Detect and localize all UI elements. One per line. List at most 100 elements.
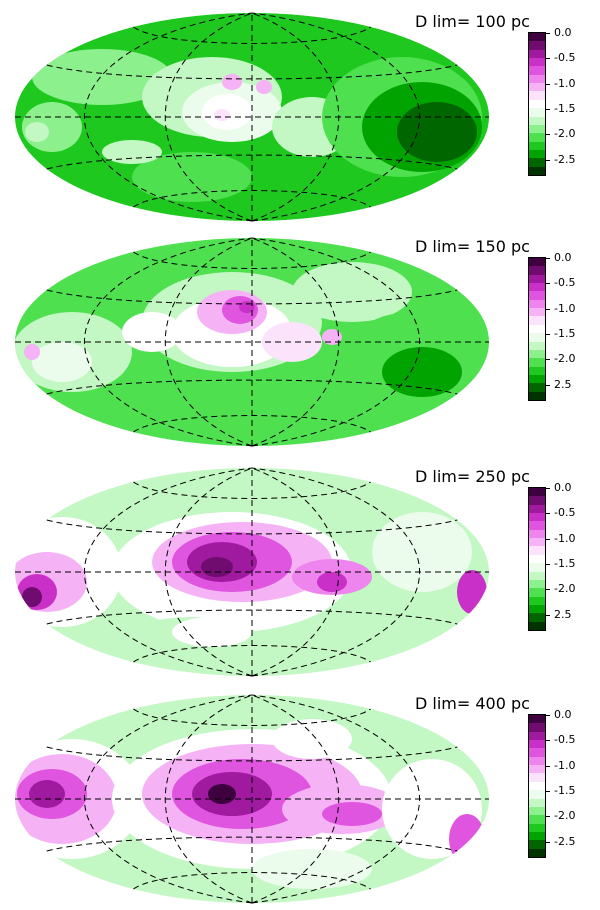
- colorbar-swatch: [529, 33, 545, 42]
- colorbar-swatch: [529, 99, 545, 109]
- colorbar-swatch: [529, 579, 545, 589]
- colorbar-tick-mark: [546, 816, 550, 818]
- longitude-line: [83, 467, 253, 677]
- extinction-region: [29, 780, 65, 808]
- coordinate-grid: [15, 12, 489, 222]
- colorbar-swatch: [529, 299, 545, 309]
- colorbar-swatch: [529, 613, 545, 623]
- colorbar-tick-label: -2.0: [554, 582, 576, 596]
- colorbar-swatch: [529, 521, 545, 531]
- colorbar-swatch: [529, 108, 545, 118]
- colorbar-tick-label: 0.0: [554, 251, 572, 264]
- colorbar-swatch: [529, 124, 545, 134]
- colorbar-swatch: [529, 391, 545, 400]
- colorbar-swatch: [529, 529, 545, 539]
- colorbar-tick-label: -0.5: [554, 276, 576, 290]
- colorbar-tick-label: -0.5: [554, 733, 576, 747]
- coordinate-grid: [15, 237, 489, 447]
- colorbar-tick-mark: [546, 58, 550, 60]
- colorbar-tick-label: -1.5: [554, 557, 576, 571]
- sky-map-panel: D lim= 100 pc 0.0 -0.5 -1.0 -1.5 -2.0 -2.5: [0, 0, 600, 227]
- panel-title: D lim= 150 pc: [415, 237, 530, 256]
- longitude-line: [164, 237, 253, 447]
- colorbar-tick-mark: [546, 83, 550, 85]
- colorbar-swatch: [529, 554, 545, 564]
- colorbar-swatch: [529, 41, 545, 51]
- colorbar-tick-label: -2.0: [554, 809, 576, 823]
- sky-map: [15, 694, 489, 904]
- coordinate-grid: [15, 467, 489, 677]
- colorbar: [528, 487, 546, 631]
- colorbar-swatch: [529, 806, 545, 816]
- colorbar-tick-mark: [546, 715, 550, 716]
- latitude-line: [133, 26, 371, 44]
- colorbar-tick-label: 0.0: [554, 708, 572, 721]
- colorbar-tick-label: -1.0: [554, 531, 576, 545]
- panel-title: D lim= 400 pc: [415, 694, 530, 713]
- colorbar-swatch: [529, 283, 545, 292]
- colorbar-tick-label: -0.5: [554, 51, 576, 65]
- extinction-region: [322, 329, 342, 345]
- longitude-line: [164, 694, 253, 904]
- colorbar-swatch: [529, 83, 545, 93]
- colorbar-swatch: [529, 546, 545, 556]
- colorbar-swatch: [529, 158, 545, 168]
- colorbar-tick-mark: [546, 159, 550, 161]
- colorbar-swatch: [529, 740, 545, 749]
- colorbar-swatch: [529, 571, 545, 581]
- colorbar-swatch: [529, 166, 545, 175]
- sky-map-panel: D lim= 250 pc 0.0 -0.5 -1.0 -1.5 -2.0 2.5: [0, 455, 600, 682]
- extinction-region: [32, 49, 172, 105]
- colorbar-tick-label: -2.0: [554, 127, 576, 141]
- extinction-region: [382, 347, 462, 397]
- colorbar-tick-mark: [546, 359, 550, 361]
- colorbar-tick-label: 2.5: [554, 607, 572, 621]
- colorbar-swatch: [529, 773, 545, 783]
- colorbar-swatch: [529, 831, 545, 841]
- colorbar-tick-label: -1.0: [554, 301, 576, 315]
- colorbar-swatch: [529, 133, 545, 143]
- colorbar-tick-label: 2.5: [554, 377, 572, 391]
- colorbar-swatch: [529, 66, 545, 76]
- colorbar-swatch: [529, 49, 545, 59]
- colorbar-swatch: [529, 731, 545, 741]
- extinction-region: [102, 140, 162, 164]
- colorbar-swatch: [529, 383, 545, 393]
- sky-map-panel: D lim= 400 pc 0.0 -0.5 -1.0 -1.5 -2.0 -2.5: [0, 682, 600, 909]
- extinction-region: [214, 109, 230, 121]
- longitude-line: [251, 12, 421, 222]
- sky-map: [15, 237, 489, 447]
- colorbar: [528, 714, 546, 858]
- colorbar-tick-label: -1.5: [554, 784, 576, 798]
- extinction-region: [449, 814, 485, 864]
- colorbar-swatch: [529, 374, 545, 384]
- colorbar-tick-mark: [546, 109, 550, 111]
- extinction-region: [222, 74, 242, 90]
- extinction-region: [272, 719, 352, 759]
- panel-title: D lim= 100 pc: [415, 12, 530, 31]
- extinction-region: [172, 617, 252, 647]
- colorbar: [528, 257, 546, 401]
- colorbar-tick-mark: [546, 513, 550, 515]
- colorbar-tick-mark: [546, 740, 550, 742]
- longitude-line: [83, 237, 253, 447]
- colorbar-swatch: [529, 748, 545, 758]
- colorbar-tick-mark: [546, 614, 550, 616]
- extinction-region: [382, 759, 482, 859]
- colorbar-swatch: [529, 756, 545, 766]
- extinction-region: [32, 342, 92, 382]
- sky-map: [15, 467, 489, 677]
- colorbar-tick-label: -2.5: [554, 834, 576, 848]
- colorbar-tick-mark: [546, 791, 550, 793]
- extinction-region: [397, 102, 477, 162]
- colorbar-swatch: [529, 91, 545, 101]
- extinction-region: [201, 557, 233, 577]
- sky-map: [15, 12, 489, 222]
- colorbar-swatch: [529, 341, 545, 351]
- colorbar-swatch: [529, 765, 545, 775]
- colorbar-swatch: [529, 116, 545, 126]
- colorbar-tick-label: -1.5: [554, 327, 576, 341]
- colorbar-tick-label: -1.5: [554, 102, 576, 116]
- longitude-line: [251, 467, 421, 677]
- colorbar-swatch: [529, 149, 545, 159]
